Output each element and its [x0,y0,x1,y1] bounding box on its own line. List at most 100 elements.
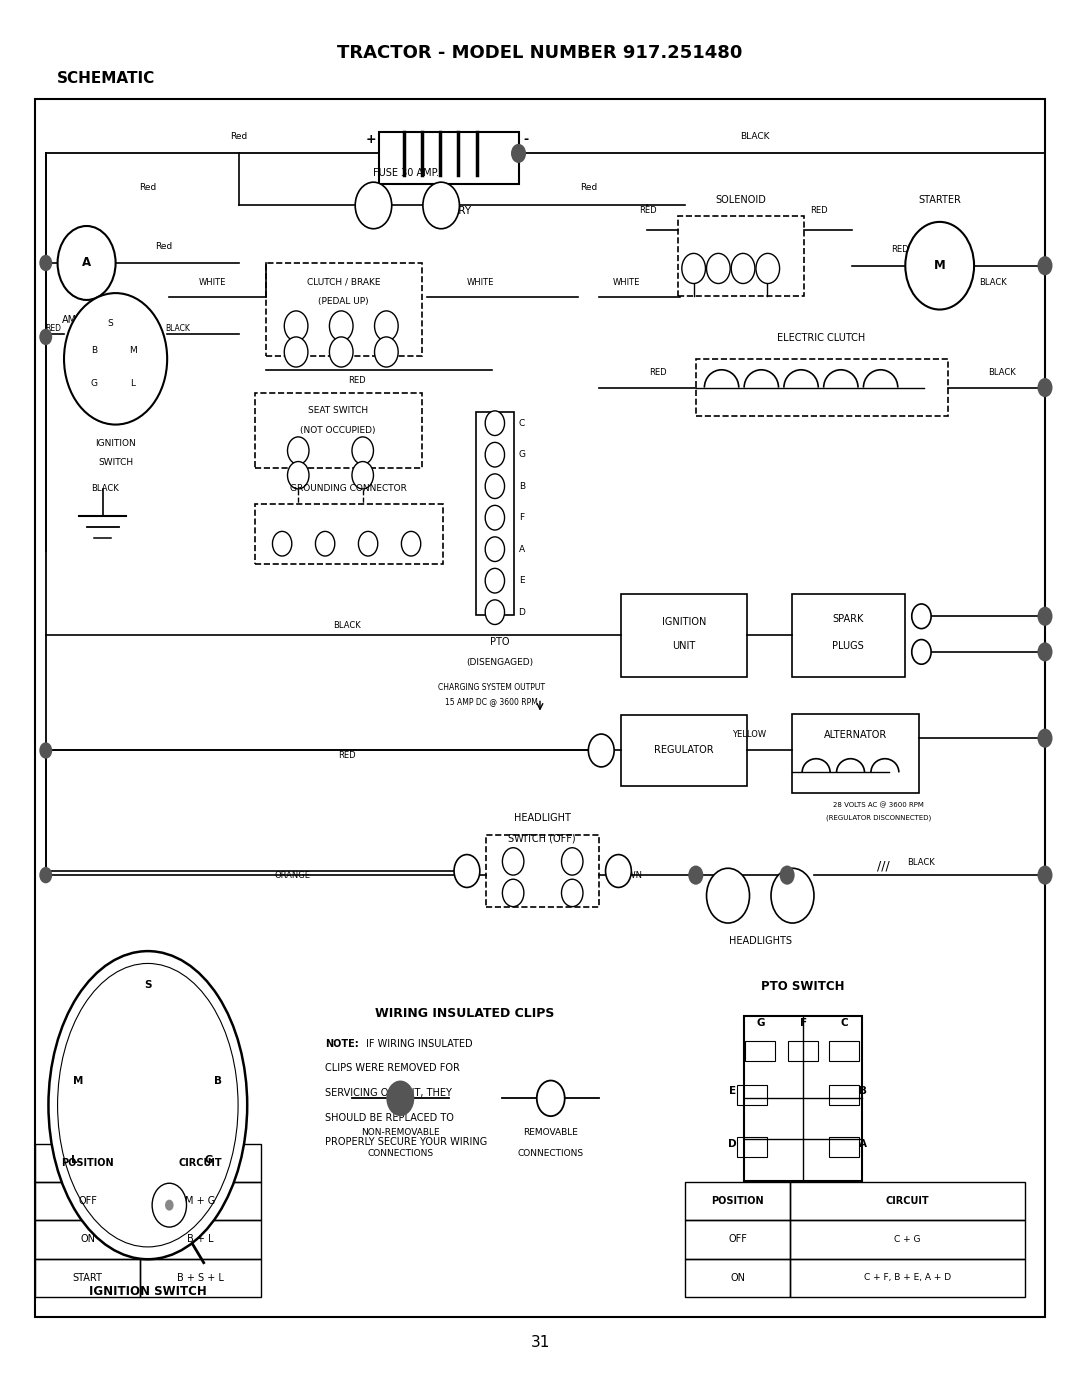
Bar [829,1041,859,1062]
Text: D: D [728,1138,737,1148]
Bar [266,263,422,356]
Text: F: F [799,1018,807,1028]
Text: Red: Red [580,183,597,192]
Circle shape [39,329,52,345]
Text: PLUGS: PLUGS [833,641,864,652]
Text: SWITCH: SWITCH [98,458,133,468]
Text: WIRING INSULATED CLIPS: WIRING INSULATED CLIPS [375,1006,554,1020]
Circle shape [706,253,730,283]
Bar [745,1041,775,1062]
Bar [696,359,948,417]
Circle shape [454,855,480,887]
Bar [140,1258,260,1297]
Text: SWITCH (OFF): SWITCH (OFF) [509,833,576,843]
Text: FUSE 30 AMP.: FUSE 30 AMP. [373,168,438,177]
Text: ///: /// [877,859,890,872]
Bar [86,1071,123,1089]
Bar [737,1137,767,1158]
Circle shape [39,866,52,883]
Bar [379,132,518,183]
Text: E: E [518,576,525,586]
Bar [791,1182,1025,1220]
Text: IGNITION: IGNITION [95,439,136,448]
Circle shape [39,254,52,271]
Circle shape [485,474,504,499]
Text: NON-REMOVABLE: NON-REMOVABLE [361,1128,440,1137]
Text: B: B [518,481,525,491]
Text: WHITE: WHITE [468,278,495,286]
Bar [829,1085,859,1106]
Circle shape [688,865,703,884]
Text: BLACK: BLACK [907,858,935,868]
Bar [255,505,443,564]
Text: CIRCUIT: CIRCUIT [886,1196,929,1206]
Text: TRACTOR - MODEL NUMBER 917.251480: TRACTOR - MODEL NUMBER 917.251480 [337,44,743,62]
Text: Red: Red [230,132,247,142]
Text: 28 VOLTS AC @ 3600 RPM: 28 VOLTS AC @ 3600 RPM [833,802,923,808]
Circle shape [589,734,615,767]
Text: SPARK: SPARK [833,615,864,624]
Text: YELLOW: YELLOW [732,730,767,738]
Circle shape [606,855,632,887]
Text: PTO: PTO [490,637,510,648]
Text: RED: RED [891,245,908,254]
Circle shape [502,879,524,906]
Text: (NOT OCCUPIED): (NOT OCCUPIED) [300,425,376,434]
Text: L: L [71,1155,78,1165]
Text: (PEDAL UP): (PEDAL UP) [319,297,368,305]
Circle shape [284,337,308,367]
Text: IGNITION SWITCH: IGNITION SWITCH [89,1284,206,1298]
Text: SCHEMATIC: SCHEMATIC [56,70,154,85]
Bar [140,1220,260,1258]
Circle shape [912,639,931,664]
Circle shape [912,604,931,628]
Circle shape [1038,378,1053,397]
Text: (REGULATOR DISCONNECTED): (REGULATOR DISCONNECTED) [826,814,931,821]
Text: HEADLIGHT: HEADLIGHT [514,813,570,822]
Circle shape [165,1199,174,1210]
Circle shape [287,437,309,465]
Circle shape [537,1081,565,1116]
Text: ELECTRIC CLUTCH: ELECTRIC CLUTCH [778,333,866,344]
Text: ON: ON [730,1273,745,1283]
Circle shape [423,182,459,228]
Text: 15 AMP DC @ 3600 RPM: 15 AMP DC @ 3600 RPM [445,697,538,705]
Text: BATTERY: BATTERY [427,206,471,216]
Text: CONNECTIONS: CONNECTIONS [367,1148,433,1158]
Circle shape [64,293,167,425]
Text: E: E [729,1086,735,1096]
Circle shape [771,868,814,923]
Circle shape [359,531,378,556]
Circle shape [57,226,116,300]
Circle shape [402,531,421,556]
Text: CHARGING SYSTEM OUTPUT: CHARGING SYSTEM OUTPUT [438,683,545,692]
Text: BLACK: BLACK [91,484,119,494]
Text: AMMETER: AMMETER [63,315,111,326]
Text: G: G [205,1155,214,1165]
Bar [737,1085,767,1106]
Text: L: L [131,380,135,388]
Circle shape [562,848,583,874]
Text: B + S + L: B + S + L [177,1273,224,1283]
Text: G: G [91,380,97,388]
Text: B: B [91,346,97,355]
Text: BLACK: BLACK [740,132,770,142]
Text: RED: RED [45,324,62,333]
Bar [173,1071,210,1089]
Text: SHOULD BE REPLACED TO: SHOULD BE REPLACED TO [325,1112,454,1122]
Text: BROWN: BROWN [609,870,643,880]
Circle shape [329,311,353,341]
Text: IF WIRING INSULATED: IF WIRING INSULATED [366,1038,473,1049]
Text: C: C [518,419,525,428]
Text: REGULATOR: REGULATOR [654,745,714,755]
Circle shape [1038,642,1053,661]
Text: RED: RED [349,377,366,385]
Circle shape [152,1184,187,1226]
Text: RED: RED [649,368,667,377]
Bar [486,836,599,906]
Text: M: M [129,346,137,355]
Bar [791,1220,1025,1258]
Circle shape [485,411,504,436]
Circle shape [485,536,504,561]
Bar [829,1137,859,1158]
